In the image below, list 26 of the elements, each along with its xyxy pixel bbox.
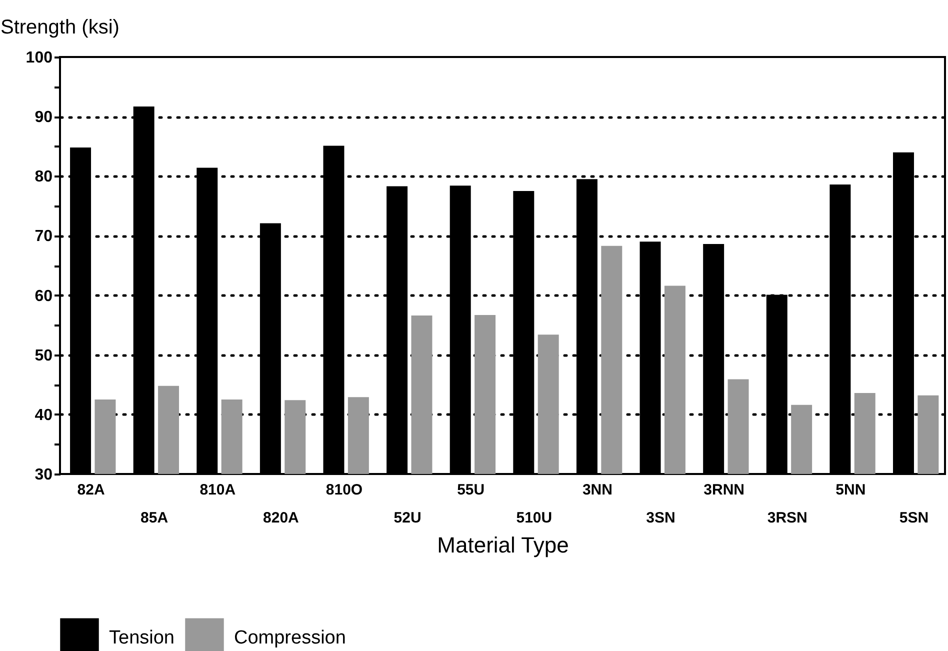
x-tick-label: 5NN bbox=[836, 482, 866, 498]
x-tick-label: 3SN bbox=[646, 510, 676, 526]
x-tick-label: 5SN bbox=[899, 510, 929, 526]
x-tick-label: 810O bbox=[326, 482, 363, 498]
x-tick-label: 3RSN bbox=[767, 510, 808, 526]
x-tick-label: 3NN bbox=[582, 482, 612, 498]
y-axis-title: Strength (ksi) bbox=[0, 16, 120, 38]
legend-label: Tension bbox=[109, 628, 174, 649]
x-tick-label: 82A bbox=[77, 482, 105, 498]
x-tick-label: 85A bbox=[140, 510, 168, 526]
x-tick-label: 510U bbox=[516, 510, 552, 526]
x-tick-label: 55U bbox=[457, 482, 485, 498]
y-tick-label: 50 bbox=[34, 347, 53, 364]
y-tick-label: 80 bbox=[34, 168, 53, 186]
y-tick-label: 30 bbox=[34, 466, 53, 484]
legend-label: Compression bbox=[234, 628, 346, 649]
x-tick-label: 3RNN bbox=[704, 482, 744, 498]
y-tick-label: 40 bbox=[34, 406, 53, 424]
x-axis-title: Material Type bbox=[437, 532, 569, 558]
x-tick-label: 810A bbox=[200, 482, 236, 498]
y-tick-label: 60 bbox=[34, 288, 53, 305]
x-tick-label: 52U bbox=[394, 510, 422, 526]
x-tick-label: 820A bbox=[263, 510, 300, 526]
y-tick-label: 70 bbox=[34, 228, 53, 246]
y-tick-label: 100 bbox=[26, 50, 53, 66]
y-tick-label: 90 bbox=[34, 109, 53, 126]
